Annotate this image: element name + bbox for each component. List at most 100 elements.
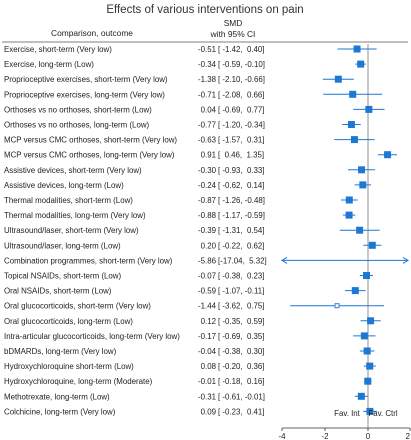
point-estimate-marker <box>347 121 355 128</box>
row-label: Exercise, short-term (Very low) <box>4 45 112 54</box>
row-ci-value: [ -1.26, -0.48] <box>218 196 265 205</box>
ci-arrow-right <box>402 256 409 264</box>
row-ci-value: [ -0.38, 0.23] <box>218 272 265 281</box>
row-label: Oral glucocorticoids, short-term (Very l… <box>4 302 151 311</box>
row-ci-value: [ -1.57, 0.31] <box>218 136 265 145</box>
row-ci-value: [ -0.38, 0.30] <box>218 347 265 356</box>
x-axis-tick-label: 0 <box>366 432 371 440</box>
point-estimate-marker <box>345 196 353 204</box>
row-label: Ultrasound/laser, short-term (Very low) <box>4 226 139 235</box>
point-estimate-marker <box>362 272 370 279</box>
point-estimate-marker <box>367 317 375 325</box>
row-smd-value: -0.51 <box>198 45 216 54</box>
x-axis-tick-label: 2 <box>406 432 410 440</box>
row-ci-value: [ -2.08, 0.66] <box>218 90 265 99</box>
row-ci-value: [ -1.42, 0.40] <box>218 45 265 54</box>
row-smd-value: -0.71 <box>198 90 216 99</box>
row-ci-value: [ -1.20, -0.34] <box>218 121 265 130</box>
point-estimate-marker <box>366 407 374 415</box>
row-smd-value: 0.12 <box>201 317 216 326</box>
x-axis-tick-label: -4 <box>278 432 286 440</box>
row-label: Thermal modalities, short-term (Low) <box>4 196 133 205</box>
row-label: Assistive devices, long-term (Low) <box>4 181 124 190</box>
row-smd-value: -0.01 <box>198 377 216 386</box>
row-label: Hydroxychloroquine, long-term (Moderate) <box>4 377 153 386</box>
row-label: Proprioceptive exercises, short-term (Ve… <box>4 75 168 84</box>
row-smd-value: -0.88 <box>198 211 217 220</box>
point-estimate-marker <box>351 287 359 295</box>
row-ci-value: [ -0.22, 0.62] <box>218 241 265 250</box>
point-estimate-marker <box>356 226 364 234</box>
row-ci-value: [-17.04, 5.32] <box>218 256 267 265</box>
row-label: Thermal modalities, long-term (Very low) <box>4 211 146 220</box>
row-smd-value: -1.38 <box>198 75 217 84</box>
row-label: Topical NSAIDs, short-term (Low) <box>4 272 121 281</box>
column-header-smd: SMD <box>224 18 243 28</box>
point-estimate-marker <box>349 90 357 98</box>
row-smd-value: -0.24 <box>198 181 217 190</box>
point-estimate-marker <box>384 151 392 159</box>
point-estimate-marker <box>353 45 361 53</box>
row-label: Oral glucocorticoids, long-term (Low) <box>4 317 133 326</box>
row-ci-value: [ -0.69, 0.77] <box>218 105 265 114</box>
row-smd-value: -0.07 <box>198 272 216 281</box>
row-smd-value: -0.04 <box>198 347 217 356</box>
row-label: Intra-articular glucocorticoids, long-te… <box>4 332 180 341</box>
favours-intervention-label: Fav. Int <box>334 409 361 418</box>
row-smd-value: 0.20 <box>201 241 217 250</box>
row-ci-value: [ -0.59, -0.10] <box>218 60 265 69</box>
point-estimate-marker <box>334 75 342 83</box>
row-label: Orthoses vs no orthoses, long-term (Low) <box>4 121 150 130</box>
row-label: MCP versus CMC orthoses, long-term (Very… <box>4 151 175 160</box>
row-ci-value: [ -1.31, 0.54] <box>218 226 265 235</box>
row-label: Combination programmes, short-term (Very… <box>4 256 173 265</box>
row-ci-value: [ -0.93, 0.33] <box>218 166 265 175</box>
row-smd-value: -0.39 <box>198 226 217 235</box>
row-label: Colchicine, long-term (Very low) <box>4 407 116 416</box>
row-smd-value: 0.09 <box>201 407 217 416</box>
column-header-comparison: Comparison, outcome <box>51 28 133 38</box>
point-estimate-marker <box>368 241 376 249</box>
row-label: Proprioceptive exercises, long-term (Ver… <box>4 90 165 99</box>
row-label: bDMARDs, long-term (Very low) <box>4 347 117 356</box>
row-smd-value: -0.87 <box>198 196 216 205</box>
row-label: Methotrexate, long-term (Low) <box>4 392 110 401</box>
favours-control-label: Fav. Ctrl <box>368 409 397 418</box>
row-ci-value: [ -3.62, 0.75] <box>218 302 265 311</box>
row-ci-value: [ -2.10, -0.66] <box>218 75 265 84</box>
row-label: Ultrasound/laser, long-term (Low) <box>4 241 121 250</box>
point-estimate-marker <box>345 211 353 219</box>
row-smd-value: -0.77 <box>198 121 216 130</box>
point-estimate-marker <box>357 392 365 400</box>
row-ci-value: [ -0.18, 0.16] <box>218 377 265 386</box>
row-ci-value: [ -0.20, 0.36] <box>218 362 265 371</box>
point-estimate-marker <box>357 60 365 68</box>
row-ci-value: [ -0.23, 0.41] <box>218 407 265 416</box>
point-estimate-marker <box>365 105 373 113</box>
forest-rows: Exercise, short-term (Very low) -0.51[ -1… <box>4 45 267 416</box>
point-estimate-marker <box>334 303 340 309</box>
row-smd-value: -5.86 <box>198 256 217 265</box>
row-smd-value: 0.04 <box>201 105 217 114</box>
x-axis-tick-label: -2 <box>321 432 328 440</box>
row-smd-value: -1.44 <box>198 302 217 311</box>
point-estimate-marker <box>364 377 372 385</box>
point-estimate-marker <box>360 332 368 340</box>
row-smd-value: 0.08 <box>201 362 217 371</box>
row-ci-value: [ -1.17, -0.59] <box>218 211 265 220</box>
row-ci-value: [ -0.35, 0.59] <box>218 317 265 326</box>
row-smd-value: 0.91 <box>201 151 216 160</box>
column-header-ci: with 95% CI <box>210 29 256 39</box>
row-label: Hydroxychloroquine short-term (Low) <box>4 362 134 371</box>
row-smd-value: -0.34 <box>198 60 217 69</box>
row-ci-value: [ -1.07, -0.11] <box>218 287 264 296</box>
row-smd-value: -0.59 <box>198 287 217 296</box>
point-estimate-marker <box>363 347 371 355</box>
row-ci-value: [ -0.62, 0.14] <box>218 181 265 190</box>
plot-area: -4 -2 0 2 <box>278 44 411 440</box>
row-smd-value: -0.30 <box>198 166 217 175</box>
point-estimate-marker <box>366 362 374 370</box>
row-ci-value: [ 0.46, 1.35] <box>218 151 264 160</box>
point-estimate-marker <box>358 166 366 174</box>
